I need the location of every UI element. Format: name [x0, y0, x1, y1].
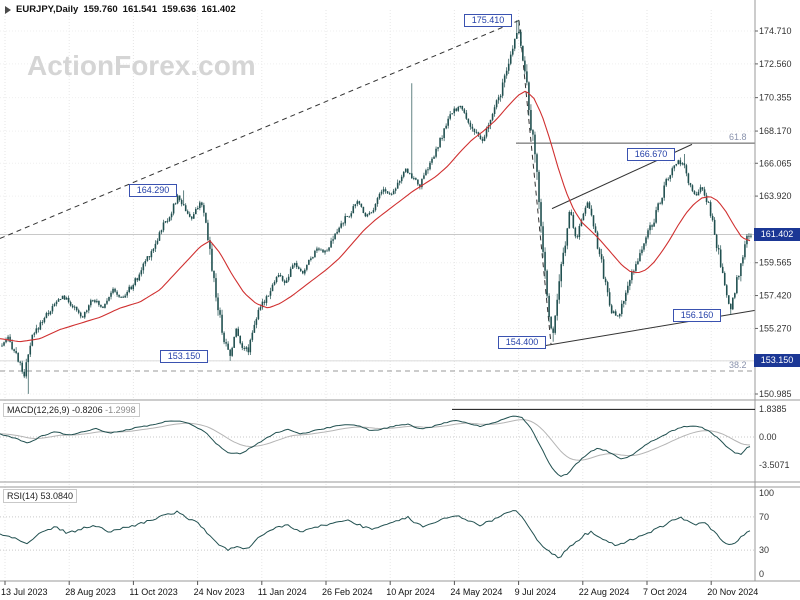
- ohlc-open: 159.760: [83, 4, 118, 15]
- price-label-aug24-low: 154.400: [498, 336, 546, 349]
- svg-text:7 Oct 2024: 7 Oct 2024: [643, 587, 687, 597]
- svg-text:157.420: 157.420: [759, 291, 792, 301]
- svg-text:166.065: 166.065: [759, 158, 792, 168]
- svg-text:174.710: 174.710: [759, 26, 792, 36]
- price-label-nov24-low: 156.160: [673, 309, 721, 322]
- price-label-peak: 175.410: [464, 14, 512, 27]
- svg-text:24 May 2024: 24 May 2024: [450, 587, 502, 597]
- price-label-nov24-high: 166.670: [627, 148, 675, 161]
- svg-text:159.565: 159.565: [759, 258, 792, 268]
- price-level-tag: 153.150: [754, 354, 800, 367]
- rsi-value: 53.0840: [40, 491, 74, 501]
- rsi-indicator-label: RSI(14) 53.0840: [3, 489, 78, 503]
- svg-text:26 Feb 2024: 26 Feb 2024: [322, 587, 373, 597]
- ohlc-low: 159.636: [162, 4, 197, 15]
- price-label-dec23-low: 153.150: [160, 350, 208, 363]
- rsi-name: RSI(14): [7, 491, 39, 501]
- macd-signal-value: -1.2998: [105, 405, 136, 415]
- svg-text:172.560: 172.560: [759, 59, 792, 69]
- svg-text:30: 30: [759, 545, 769, 555]
- current-price-tag: 161.402: [754, 228, 800, 241]
- fib-618-label: 61.8: [729, 132, 747, 142]
- svg-text:163.920: 163.920: [759, 191, 792, 201]
- svg-text:0.00: 0.00: [759, 432, 777, 442]
- svg-text:70: 70: [759, 512, 769, 522]
- svg-text:11 Jan 2024: 11 Jan 2024: [258, 587, 307, 597]
- svg-text:10 Apr 2024: 10 Apr 2024: [386, 587, 435, 597]
- ohlc-high: 161.541: [122, 4, 157, 15]
- svg-text:155.270: 155.270: [759, 323, 792, 333]
- ohlc-close: 161.402: [201, 4, 236, 15]
- svg-text:22 Aug 2024: 22 Aug 2024: [579, 587, 630, 597]
- svg-text:0: 0: [759, 569, 764, 579]
- svg-text:-3.5071: -3.5071: [759, 460, 790, 470]
- symbol-info: EURJPY,Daily 159.760 161.541 159.636 161…: [5, 4, 236, 15]
- svg-text:20 Nov 2024: 20 Nov 2024: [707, 587, 758, 597]
- svg-text:168.170: 168.170: [759, 126, 792, 136]
- svg-text:24 Nov 2023: 24 Nov 2023: [194, 587, 245, 597]
- watermark: ActionForex.com: [27, 50, 256, 81]
- svg-text:28 Aug 2023: 28 Aug 2023: [65, 587, 116, 597]
- svg-text:13 Jul 2023: 13 Jul 2023: [1, 587, 48, 597]
- macd-value: -0.8206: [72, 405, 103, 415]
- svg-text:150.985: 150.985: [759, 389, 792, 399]
- svg-text:9 Jul 2024: 9 Jul 2024: [515, 587, 557, 597]
- chart-marker-icon: [5, 5, 11, 14]
- macd-name: MACD(12,26,9): [7, 405, 70, 415]
- fib-382-label: 38.2: [729, 360, 747, 370]
- macd-indicator-label: MACD(12,26,9) -0.8206 -1.2998: [3, 403, 140, 417]
- svg-text:100: 100: [759, 488, 774, 498]
- price-label-oct23-high: 164.290: [129, 184, 177, 197]
- svg-text:11 Oct 2023: 11 Oct 2023: [129, 587, 177, 597]
- symbol-name: EURJPY,Daily: [16, 4, 79, 15]
- svg-text:1.8385: 1.8385: [759, 404, 787, 414]
- svg-text:170.355: 170.355: [759, 93, 792, 103]
